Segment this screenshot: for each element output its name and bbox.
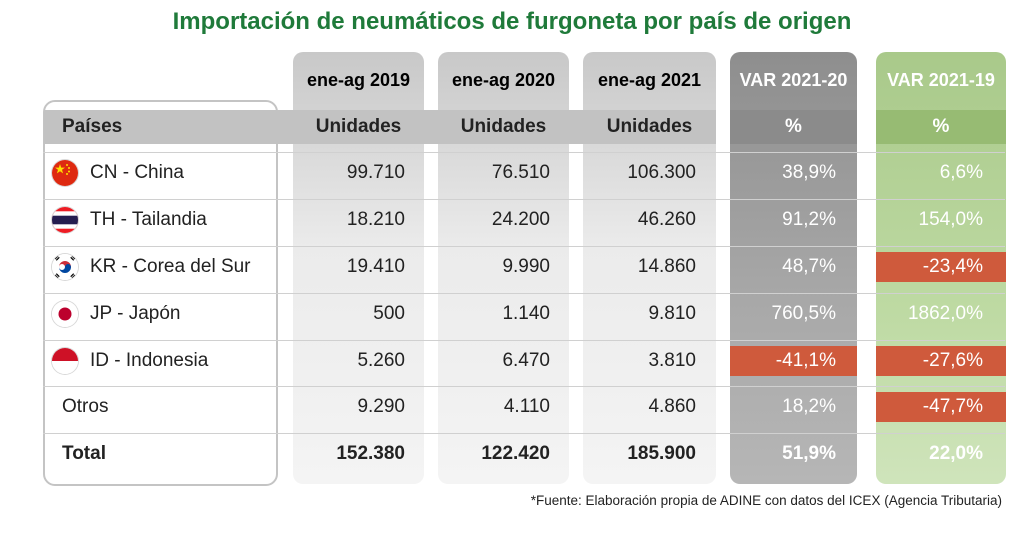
country-label: KR - Corea del Sur — [90, 256, 251, 277]
value-cell: 14.860 — [637, 256, 696, 277]
value-cell: 1.140 — [502, 303, 550, 324]
row-divider — [43, 386, 1005, 387]
country-label: JP - Japón — [90, 303, 181, 324]
unit-var-2021-20: % — [785, 116, 802, 137]
value-cell: 91,2% — [782, 209, 836, 230]
header-2019: ene-ag 2019 — [306, 69, 411, 90]
value-cell: 99.710 — [346, 162, 405, 183]
value-cell: 76.510 — [491, 162, 550, 183]
value-cell: 1862,0% — [907, 303, 983, 324]
value-cell: 9.290 — [357, 396, 405, 417]
unit-2020: Unidades — [460, 116, 547, 137]
value-cell: 6.470 — [502, 350, 550, 371]
value-cell: 6,6% — [939, 162, 983, 183]
value-cell: -47,7% — [922, 396, 983, 417]
row-divider — [43, 293, 1005, 294]
row-header-paises: Países — [62, 116, 123, 137]
value-cell: 106.300 — [627, 162, 696, 183]
value-cell: -23,4% — [922, 256, 983, 277]
country-label: Otros — [62, 396, 109, 417]
total-value-cell: 122.420 — [481, 443, 550, 464]
total-value-cell: 152.380 — [336, 443, 405, 464]
row-divider — [43, 199, 1005, 200]
row-divider — [43, 340, 1005, 341]
value-cell: 9.810 — [648, 303, 696, 324]
value-cell: 46.260 — [637, 209, 696, 230]
header-2021: ene-ag 2021 — [597, 69, 702, 90]
value-cell: -41,1% — [775, 350, 836, 371]
unit-var-2021-19: % — [932, 116, 950, 137]
total-label: Total — [62, 443, 106, 464]
negative-value-highlight — [730, 346, 857, 376]
negative-value-highlight — [876, 346, 1006, 376]
japan-flag-icon — [52, 301, 78, 327]
value-cell: 760,5% — [771, 303, 836, 324]
unit-row-band — [44, 110, 716, 144]
value-cell: 5.260 — [357, 350, 405, 371]
row-divider — [43, 246, 1005, 247]
value-cell: 24.200 — [491, 209, 550, 230]
value-cell: 19.410 — [346, 256, 405, 277]
china-flag-icon — [52, 160, 78, 186]
korea-flag-icon — [52, 254, 78, 280]
row-divider — [43, 433, 1005, 434]
value-cell: 48,7% — [782, 256, 836, 277]
header-var-2021-20: VAR 2021-20 — [739, 69, 848, 90]
thailand-flag-icon — [52, 207, 78, 233]
value-cell: 38,9% — [782, 162, 836, 183]
value-cell: 154,0% — [918, 209, 983, 230]
value-cell: 18.210 — [346, 209, 405, 230]
total-value-cell: 51,9% — [782, 443, 836, 464]
chart-title: Importación de neumáticos de furgoneta p… — [172, 8, 852, 35]
unit-2021: Unidades — [606, 116, 693, 137]
source-footnote: *Fuente: Elaboración propia de ADINE con… — [530, 493, 1002, 508]
negative-value-highlight — [876, 392, 1006, 422]
unit-2019: Unidades — [315, 116, 402, 137]
total-value-cell: 22,0% — [929, 443, 983, 464]
country-label: TH - Tailandia — [90, 209, 207, 230]
value-cell: 3.810 — [648, 350, 696, 371]
unit-band-var-2021-19 — [876, 110, 1006, 144]
negative-value-highlight — [876, 252, 1006, 282]
country-label: ID - Indonesia — [90, 350, 209, 371]
unit-band-var-2021-20 — [730, 110, 857, 144]
value-cell: 500 — [373, 303, 405, 324]
value-cell: -27,6% — [922, 350, 983, 371]
header-2020: ene-ag 2020 — [451, 69, 556, 90]
header-var-2021-19: VAR 2021-19 — [887, 69, 995, 90]
value-cell: 4.110 — [503, 396, 550, 417]
total-value-cell: 185.900 — [627, 443, 696, 464]
country-label: CN - China — [90, 162, 184, 183]
value-cell: 9.990 — [502, 256, 550, 277]
indonesia-flag-icon — [52, 348, 78, 374]
row-divider — [43, 152, 1005, 153]
value-cell: 4.860 — [648, 396, 696, 417]
value-cell: 18,2% — [782, 396, 836, 417]
